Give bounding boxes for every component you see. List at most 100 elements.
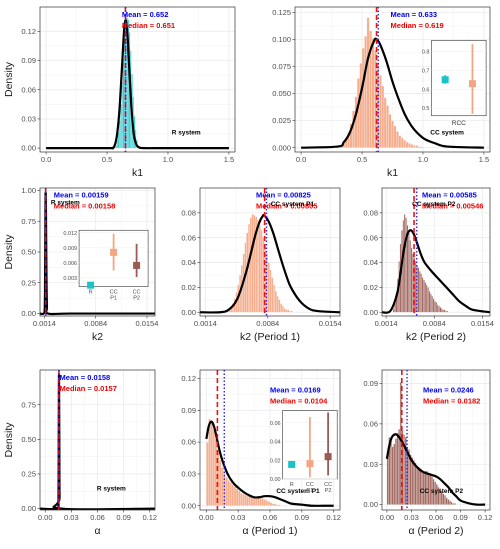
histogram-bar (378, 75, 382, 148)
x-tick-label: 0.0014 (194, 319, 217, 328)
inset-x-tick-label: P1 (307, 488, 314, 494)
x-tick-label: 1.5 (479, 155, 489, 164)
histogram-bar (278, 504, 281, 506)
x-tick-label: 0.09 (453, 513, 468, 522)
histogram-bar (276, 295, 279, 313)
inset-point (87, 281, 95, 289)
histogram-bar (210, 420, 213, 506)
inset-y-tick-label: 0.5 (422, 106, 430, 112)
median-label: Median = 0.619 (391, 21, 444, 30)
panel-border (294, 6, 491, 153)
gridlines (40, 7, 235, 152)
histogram-bar (271, 503, 275, 506)
histogram-bar (117, 132, 120, 149)
histogram-bar (409, 240, 412, 313)
y-tick-label: 0.75 (21, 217, 36, 226)
x-axis-title: k2 (92, 331, 103, 343)
system-label: CC system P1 (271, 201, 315, 208)
histogram-bar (452, 503, 455, 505)
inset-point (110, 248, 118, 256)
mean-label: Mean = 0.00585 (422, 191, 477, 200)
histogram-bar (402, 220, 405, 313)
panel-alpha-R: 0.00 0.03 0.06 0.09 0.12 0.00 0.25 0.50 0.75 α Den… (3, 369, 157, 537)
x-tick-label: 0.0154 (319, 319, 342, 328)
histogram-bar (287, 309, 290, 313)
axes: 0.0014 0.0084 0.0154 0.00 0.25 0.50 0.75 1.00 k2… (3, 186, 158, 343)
histogram-bar (260, 230, 263, 313)
histogram-bar (233, 486, 237, 506)
x-tick-label: 1.0 (163, 155, 173, 164)
histogram-bar (447, 499, 450, 505)
histogram-bar (115, 145, 117, 149)
y-tick-label: 0.03 (363, 460, 378, 469)
x-tick-label: 0.06 (263, 513, 278, 522)
histogram-bar (221, 467, 224, 506)
inset-x-tick-label: P1 (110, 296, 117, 302)
inset-x-tick-label: CC (324, 482, 332, 488)
histogram-bar (225, 476, 228, 506)
histogram-bar (271, 277, 274, 313)
histogram-bar (432, 298, 435, 313)
mean-label: Mean = 0.0158 (60, 373, 111, 382)
histogram-bar (253, 215, 256, 313)
histogram-bar (393, 125, 397, 148)
histogram-bar (450, 501, 453, 505)
histogram-bar (446, 310, 449, 313)
histogram-bar (269, 269, 272, 313)
histogram-bar (388, 114, 392, 148)
y-tick-label: 0.075 (272, 62, 291, 71)
y-tick-label: 0.00 (181, 501, 196, 510)
x-axis-title: k1 (387, 167, 398, 179)
histogram-bar (244, 495, 247, 506)
histogram-bar (423, 279, 425, 313)
histogram-bar (274, 291, 277, 313)
median-label: Median = 0.00158 (54, 202, 116, 211)
histogram-bar (415, 145, 419, 148)
y-tick-label: 0.125 (272, 8, 291, 17)
histogram-bar (444, 495, 446, 505)
axes: 0.0014 0.0084 0.0154 0.00 0.02 0.04 0.06 0.08 k2… (363, 208, 494, 343)
histogram-bar (396, 433, 399, 505)
histogram-bar (420, 273, 423, 313)
median-label: Median = 0.0182 (423, 396, 480, 405)
density-curve (200, 213, 340, 314)
histogram-bar (208, 418, 211, 506)
histogram-bar (249, 217, 252, 313)
x-tick-label: 1.5 (224, 155, 234, 164)
y-tick-label: 0.03 (181, 470, 196, 479)
histogram-bar (283, 308, 286, 313)
histogram-bar (231, 484, 235, 506)
inset-y-tick-label: 0.04 (270, 440, 281, 446)
histogram-bar (227, 480, 230, 506)
histogram-bar (371, 38, 375, 148)
y-tick-label: 0.02 (181, 283, 196, 292)
y-tick-label: 0.000 (272, 143, 291, 152)
histogram-bar (405, 142, 409, 148)
y-tick-label: 0.25 (21, 278, 36, 287)
plot-area (205, 370, 334, 510)
histogram-bar (408, 143, 411, 148)
histogram-bar (383, 97, 387, 148)
x-tick-label: 1.0 (418, 155, 428, 164)
y-tick-label: 0.025 (272, 116, 291, 125)
y-tick-label: 0.75 (21, 400, 36, 409)
x-tick-label: 0.5 (102, 155, 112, 164)
histogram-bar (259, 498, 262, 506)
histogram-bar (417, 146, 421, 148)
density-curve (205, 420, 334, 507)
histogram-bar (252, 497, 256, 506)
panel-k1-R: 0.0 0.5 1.0 1.5 0.00 0.03 0.06 0.09 0.12 k1 Densit… (3, 6, 236, 179)
y-tick-label: 1.00 (21, 186, 36, 195)
x-tick-label: 0.09 (116, 513, 131, 522)
panel-border (381, 187, 491, 317)
inset-y-tick-label: 0.012 (63, 231, 77, 237)
y-tick-label: 0.02 (363, 283, 378, 292)
panel-alpha-CCP2: 0.00 0.03 0.06 0.09 0.12 0.00 0.03 0.06 0.09 α (P… (363, 369, 492, 537)
y-tick-label: 0.00 (21, 144, 36, 153)
histogram-bar (442, 309, 445, 313)
histogram-bar (448, 500, 451, 505)
panel-k1-CC: 0.0 0.5 1.0 1.5 0.000 0.025 0.050 0.075 0.100 0.1… (272, 6, 491, 179)
histogram-bar (359, 63, 363, 148)
histogram-bar (280, 303, 283, 313)
